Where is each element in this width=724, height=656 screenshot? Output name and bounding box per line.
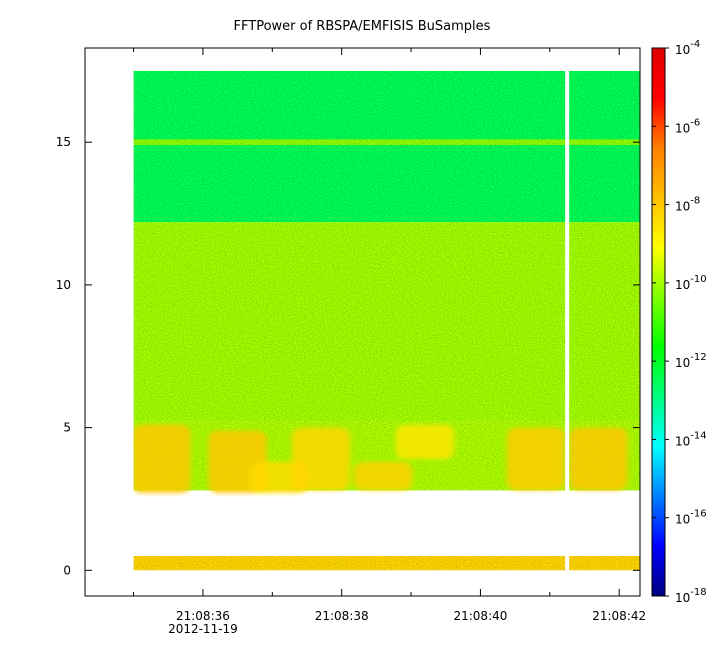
data-gap xyxy=(565,70,570,571)
plot-frame xyxy=(84,47,641,597)
colorbar-tick-label: 10-8 xyxy=(675,196,700,214)
colorbar-tick-label: 10-6 xyxy=(675,117,700,135)
colorbar-tick-label: 10-16 xyxy=(675,509,707,527)
y-tick-label: 10 xyxy=(56,278,71,292)
chart-title: FFTPower of RBSPA/EMFISIS BuSamples xyxy=(234,19,491,34)
colorbar-tick-label: 10-10 xyxy=(675,274,707,292)
x-tick-label: 21:08:36 xyxy=(176,609,230,623)
colorbar-tick-label: 10-4 xyxy=(675,39,700,57)
y-tick-label: 15 xyxy=(56,135,71,149)
colorbar: 10-4 10-6 10-8 10-10 10-12 10-14 10-16 10-18 xyxy=(651,39,707,605)
emission-burst xyxy=(354,461,413,491)
colorbar-tick-label: 10-14 xyxy=(675,430,707,448)
y-tick-label: 0 xyxy=(63,563,71,577)
colorbar-tick-label: 10-18 xyxy=(675,587,707,605)
y-axis: 0 5 10 15 xyxy=(56,135,640,577)
x-tick-date-label: 2012-11-19 xyxy=(168,622,238,636)
emission-burst xyxy=(291,427,351,491)
spectrogram-data xyxy=(133,70,640,571)
spectrum-band xyxy=(133,556,640,571)
x-tick-label: 21:08:38 xyxy=(315,609,369,623)
colorbar-gradient xyxy=(651,47,666,597)
x-tick-label: 21:08:42 xyxy=(592,609,646,623)
spectrum-band xyxy=(133,139,640,146)
spectrum-band xyxy=(133,70,640,223)
colorbar-tick-label: 10-12 xyxy=(675,352,707,370)
emission-burst xyxy=(395,424,455,459)
emission-burst xyxy=(569,427,628,491)
emission-burst xyxy=(506,427,566,491)
emission-burst xyxy=(133,424,191,494)
y-tick-label: 5 xyxy=(63,421,71,435)
x-tick-label: 21:08:40 xyxy=(453,609,507,623)
spectrum-band xyxy=(133,222,640,422)
